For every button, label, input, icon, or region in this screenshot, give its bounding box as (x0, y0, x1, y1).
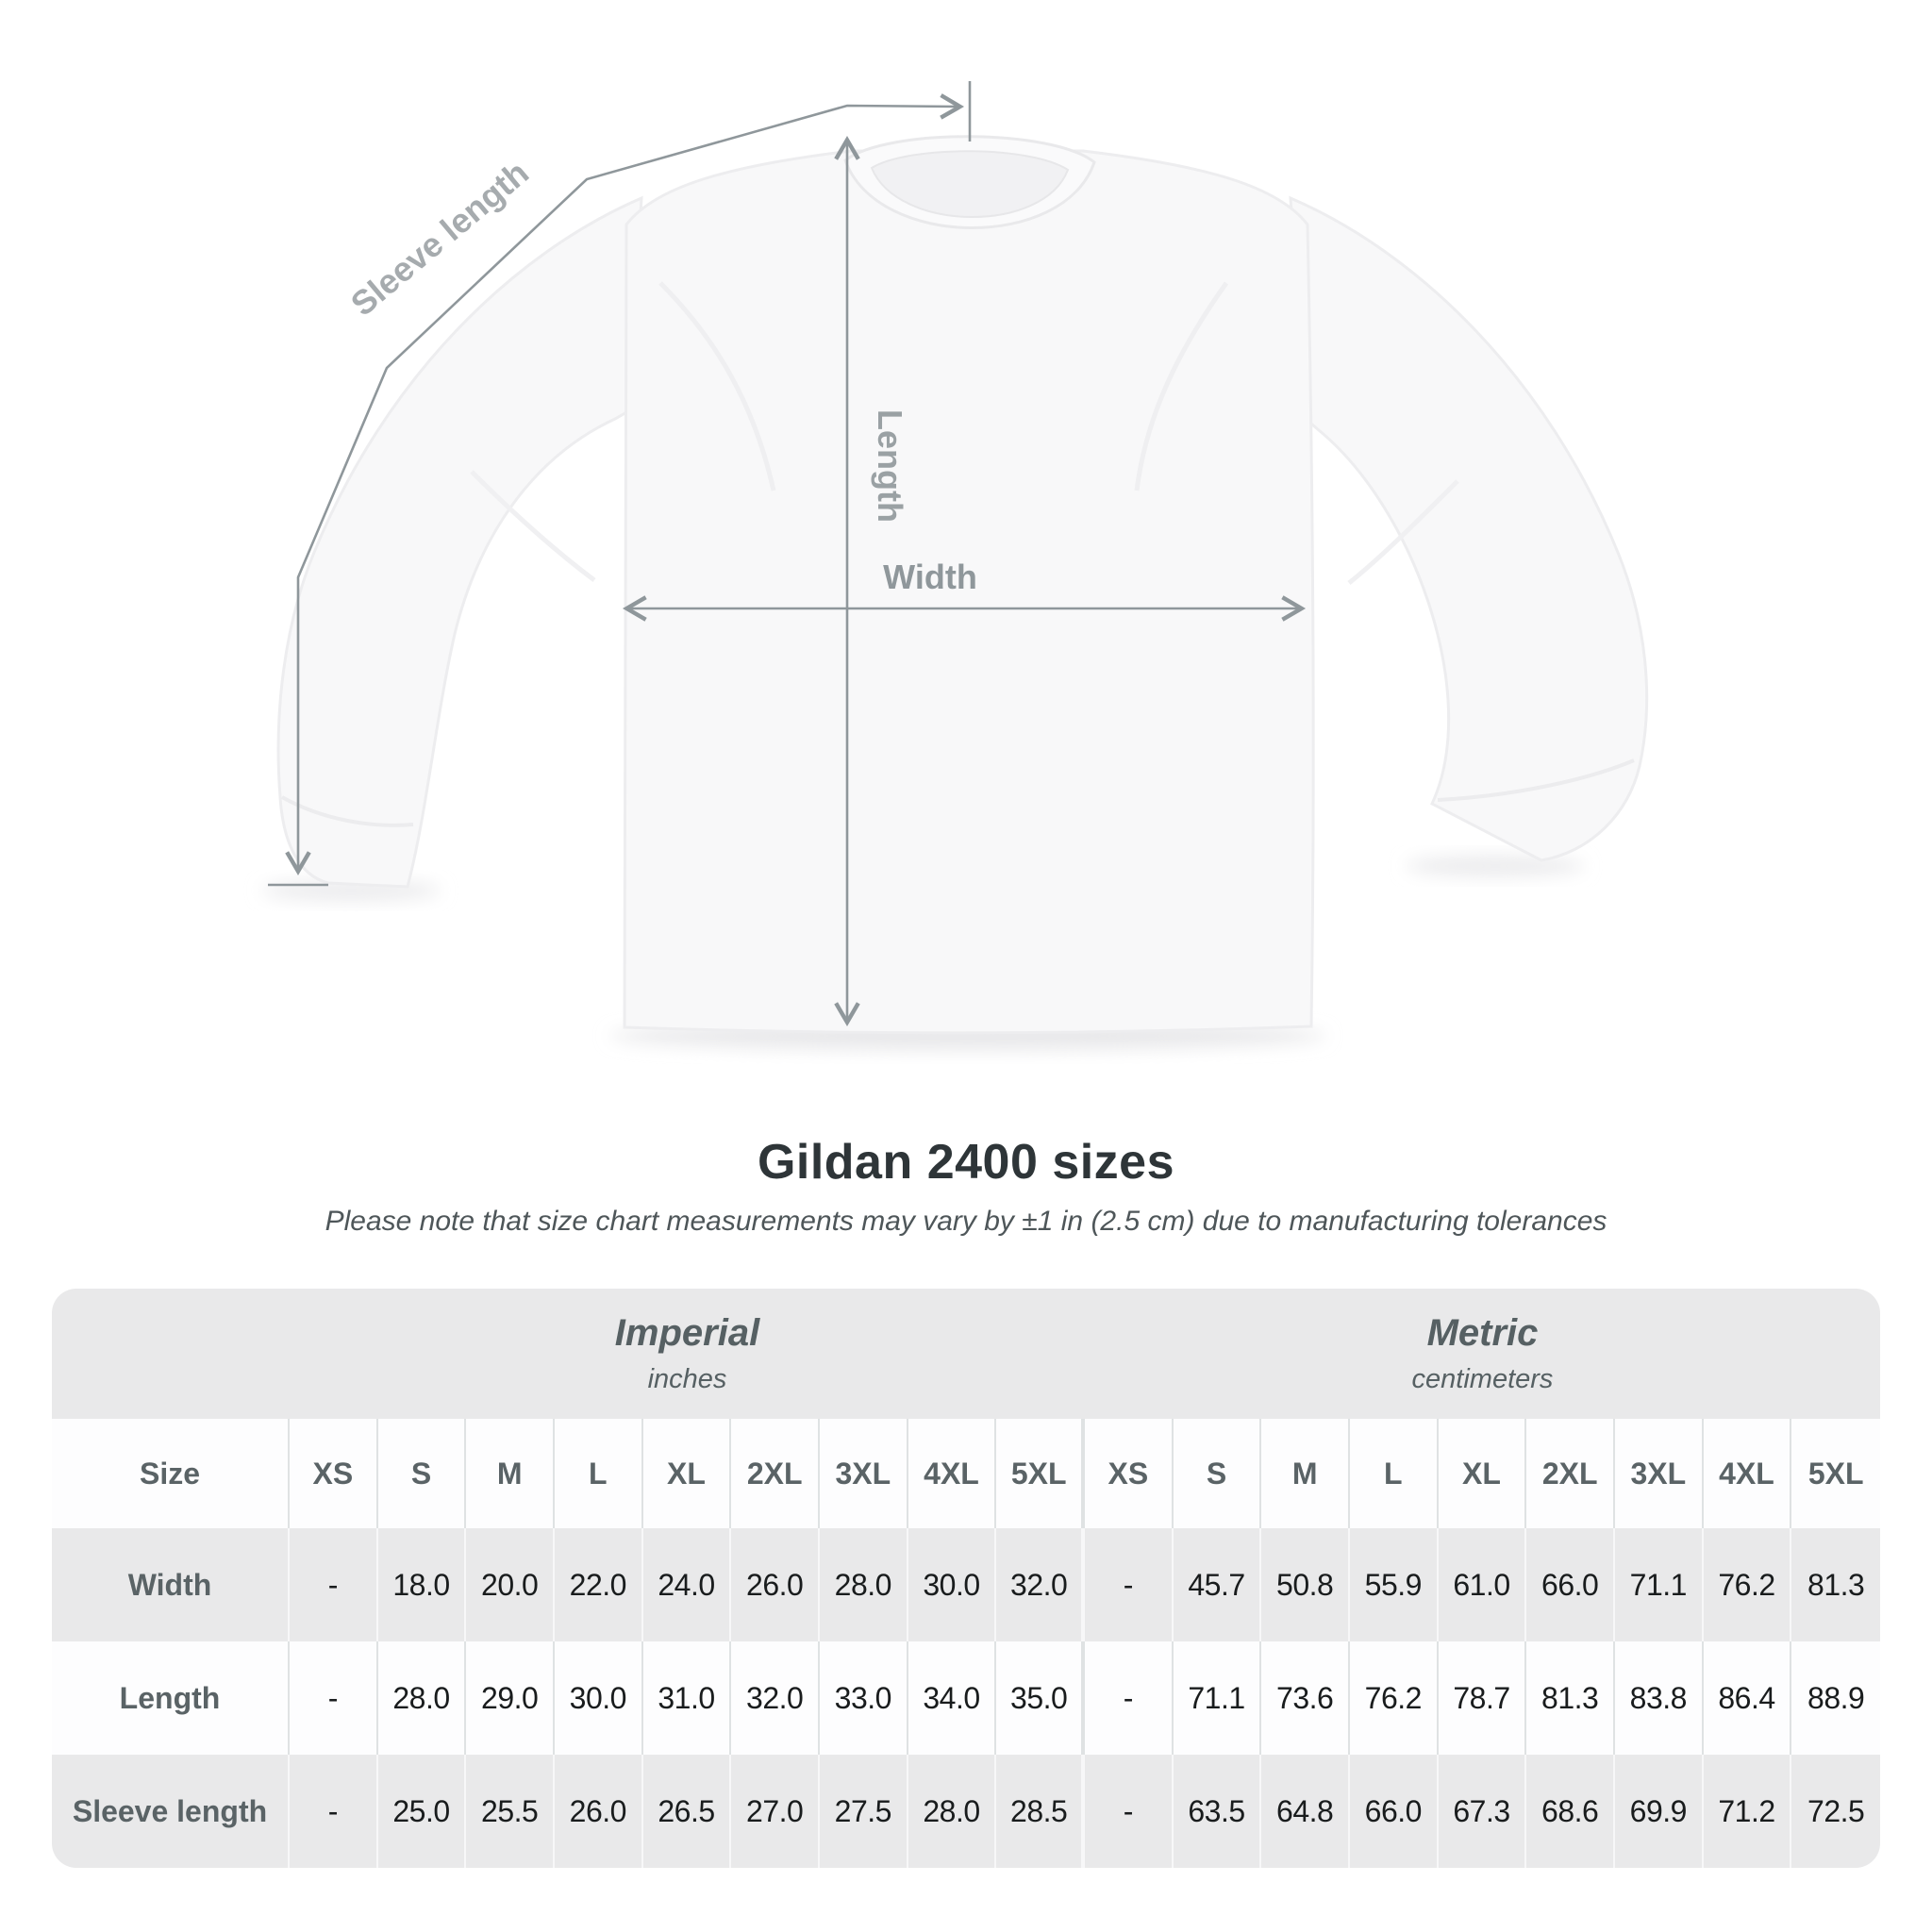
size-column-header: L (1349, 1419, 1439, 1528)
size-column-header: 2XL (1526, 1419, 1615, 1528)
right-cuff-shadow (1406, 856, 1585, 876)
imperial-unit-label: inches (647, 1364, 727, 1394)
table-cell: - (290, 1528, 378, 1641)
size-column-header: S (377, 1419, 467, 1528)
table-cell: 66.0 (1526, 1528, 1615, 1641)
table-cell: 28.0 (377, 1641, 467, 1755)
table-cell: 30.0 (554, 1641, 643, 1755)
size-column-header: 3XL (819, 1419, 908, 1528)
length-label: Length (871, 409, 909, 523)
table-cell: 63.5 (1173, 1755, 1262, 1868)
table-cell: 28.0 (819, 1528, 908, 1641)
table-cell: 30.0 (908, 1528, 997, 1641)
table-cell: 76.2 (1703, 1528, 1792, 1641)
table-cell: 27.0 (731, 1755, 820, 1868)
table-cell: 68.6 (1526, 1755, 1615, 1868)
table-cell: 72.5 (1791, 1755, 1880, 1868)
size-column-header: 5XL (1791, 1419, 1880, 1528)
table-cell: 81.3 (1526, 1641, 1615, 1755)
table-cell: 22.0 (554, 1528, 643, 1641)
size-column-header: 4XL (1703, 1419, 1792, 1528)
shirt-graphic: Sleeve length Length Width (261, 81, 1649, 1050)
size-column-header: 3XL (1614, 1419, 1704, 1528)
size-column-header: L (554, 1419, 643, 1528)
table-cell: 71.1 (1173, 1641, 1262, 1755)
group-header-spacer (52, 1289, 290, 1419)
metric-group-header: Metric centimeters (1084, 1289, 1880, 1419)
width-label: Width (883, 558, 977, 596)
size-column-header: 2XL (731, 1419, 820, 1528)
shirt-measurement-diagram: Sleeve length Length Width (261, 81, 1649, 1050)
table-cell: 66.0 (1349, 1755, 1439, 1868)
wrinkle (1347, 479, 1459, 585)
shirt-right-sleeve (1289, 195, 1649, 862)
table-cell: 33.0 (819, 1641, 908, 1755)
row-label-width: Width (52, 1528, 290, 1641)
table-cell: 34.0 (908, 1641, 997, 1755)
table-cell: 29.0 (466, 1641, 555, 1755)
table-cell: 24.0 (642, 1528, 732, 1641)
metric-label: Metric (1426, 1312, 1539, 1354)
size-chart-table: Imperial inches Metric centimeters Size … (52, 1289, 1880, 1868)
table-cell: 35.0 (996, 1641, 1085, 1755)
size-column-header: 4XL (908, 1419, 997, 1528)
table-cell: 81.3 (1791, 1528, 1880, 1641)
table-cell: 86.4 (1703, 1641, 1792, 1755)
size-column-header: 5XL (996, 1419, 1085, 1528)
table-cell: 32.0 (731, 1641, 820, 1755)
table-cell: 28.5 (996, 1755, 1085, 1868)
size-column-header: M (1261, 1419, 1350, 1528)
table-cell: 26.5 (642, 1755, 732, 1868)
size-column-header: XL (1438, 1419, 1527, 1528)
page-title: Gildan 2400 sizes (757, 1135, 1175, 1190)
size-column-header: XL (642, 1419, 732, 1528)
table-cell: 78.7 (1438, 1641, 1527, 1755)
table-cell: 83.8 (1614, 1641, 1704, 1755)
table-cell: 18.0 (377, 1528, 467, 1641)
table-cell: 25.0 (377, 1755, 467, 1868)
table-cell: - (290, 1755, 378, 1868)
row-label-length: Length (52, 1641, 290, 1755)
size-column-header: M (466, 1419, 555, 1528)
table-cell: 20.0 (466, 1528, 555, 1641)
metric-unit-label: centimeters (1411, 1364, 1554, 1394)
table-cell: 45.7 (1173, 1528, 1262, 1641)
table-cell: 55.9 (1349, 1528, 1439, 1641)
table-cell: 26.0 (731, 1528, 820, 1641)
table-cell: 50.8 (1261, 1528, 1350, 1641)
table-cell: 27.5 (819, 1755, 908, 1868)
size-column-header: XS (290, 1419, 378, 1528)
table-cell: 67.3 (1438, 1755, 1527, 1868)
size-column-header: S (1173, 1419, 1262, 1528)
table-cell: - (1084, 1641, 1174, 1755)
sleeve-length-line (285, 93, 965, 876)
table-cell: 61.0 (1438, 1528, 1527, 1641)
imperial-label: Imperial (614, 1312, 760, 1354)
shirt-left-sleeve (276, 195, 643, 889)
right-cuff-seam (1437, 758, 1635, 802)
table-cell: 76.2 (1349, 1641, 1439, 1755)
table-cell: 64.8 (1261, 1755, 1350, 1868)
table-cell: 32.0 (996, 1528, 1085, 1641)
tolerance-note: Please note that size chart measurements… (325, 1206, 1607, 1237)
table-cell: 88.9 (1791, 1641, 1880, 1755)
table-cell: 25.5 (466, 1755, 555, 1868)
size-column-header: XS (1084, 1419, 1174, 1528)
table-cell: - (1084, 1755, 1174, 1868)
table-cell: 71.1 (1614, 1528, 1704, 1641)
table-cell: 28.0 (908, 1755, 997, 1868)
table-cell: - (1084, 1528, 1174, 1641)
row-label-sleeve-length: Sleeve length (52, 1755, 290, 1868)
table-cell: 73.6 (1261, 1641, 1350, 1755)
size-header: Size (52, 1419, 290, 1528)
table-cell: 26.0 (554, 1755, 643, 1868)
table-cell: 71.2 (1703, 1755, 1792, 1868)
table-cell: 69.9 (1614, 1755, 1704, 1868)
imperial-group-header: Imperial inches (290, 1289, 1085, 1419)
table-cell: - (290, 1641, 378, 1755)
table-cell: 31.0 (642, 1641, 732, 1755)
wrinkle (1134, 281, 1229, 491)
